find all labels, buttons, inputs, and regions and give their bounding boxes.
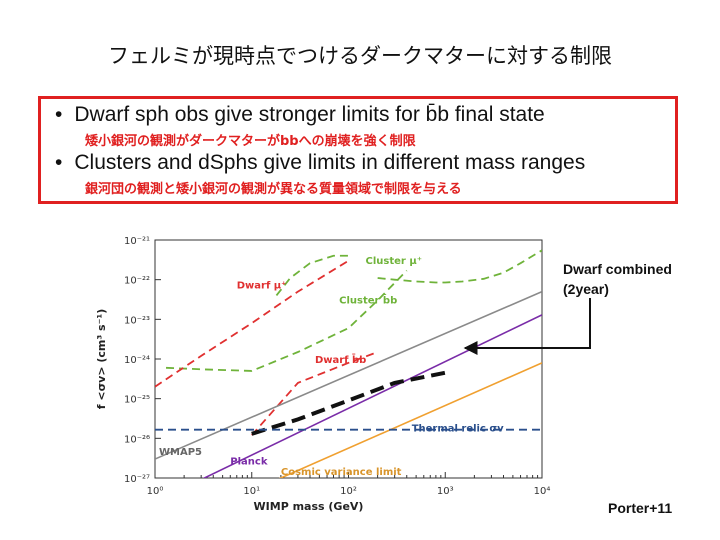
x-tick-label: 10¹ [243,486,260,497]
y-tick-label: 10⁻²¹ [124,236,150,247]
bullet-box: • Dwarf sph obs give stronger limits for … [38,96,678,204]
series-line-2 [165,269,408,372]
x-axis-label: WIMP mass (GeV) [254,500,364,513]
y-tick-label: 10⁻²⁵ [124,395,150,406]
series-line-0 [275,254,349,297]
series-line-1 [377,249,542,284]
series-label: WMAP5 [159,447,202,458]
y-axis-label: f <σv> (cm³ s⁻¹) [95,309,108,409]
annotation-arrow [463,298,591,355]
y-tick-label: 10⁻²³ [124,315,150,326]
series-line-7 [278,362,542,478]
series-line-5 [155,290,542,460]
y-tick-label: 10⁻²² [124,276,150,287]
x-tick-label: 10² [340,486,357,497]
credit: Porter+11 [608,500,673,516]
bullet-dot: • [55,151,63,174]
x-tick-label: 10⁴ [534,486,551,497]
series-label: Thermal relic σv [412,423,504,434]
series-label: Planck [230,456,268,467]
annotation-label: Dwarf combined (2year) [563,261,672,297]
series-label: Dwarf μ⁺ [237,280,287,291]
x-tick-label: 10³ [437,486,454,497]
y-tick-label: 10⁻²⁷ [124,474,150,485]
y-tick-label: 10⁻²⁴ [124,355,150,366]
series-label: Dwarf b̄b [315,353,366,366]
series-line-4 [251,351,378,436]
y-tick-label: 10⁻²⁶ [124,434,150,445]
series-label: Cosmic variance limit [281,467,402,478]
bullet-dot: • [55,103,63,126]
bullet-2-text: Clusters and dSphs give limits in differ… [74,151,586,174]
bullet-1-note: 矮小銀河の観測がダークマターがbbへの崩壊を強く制限 [85,134,416,149]
bullet-2-note: 銀河団の観測と矮小銀河の観測が異なる質量領域で制限を与える [85,182,462,197]
series-label: Cluster b̄b [339,294,397,307]
bullet-1-text: Dwarf sph obs give stronger limits for b… [74,103,545,126]
series-line-8 [251,370,446,436]
plot-frame [154,239,543,479]
bullet-1: • Dwarf sph obs give stronger limits for … [55,103,545,127]
bullet-2: • Clusters and dSphs give limits in diffe… [55,151,585,175]
x-tick-label: 10⁰ [147,486,164,497]
slide-title: フェルミが現時点でつけるダークマターに対する制限 [108,44,612,68]
series-label: Cluster μ⁺ [366,256,422,267]
